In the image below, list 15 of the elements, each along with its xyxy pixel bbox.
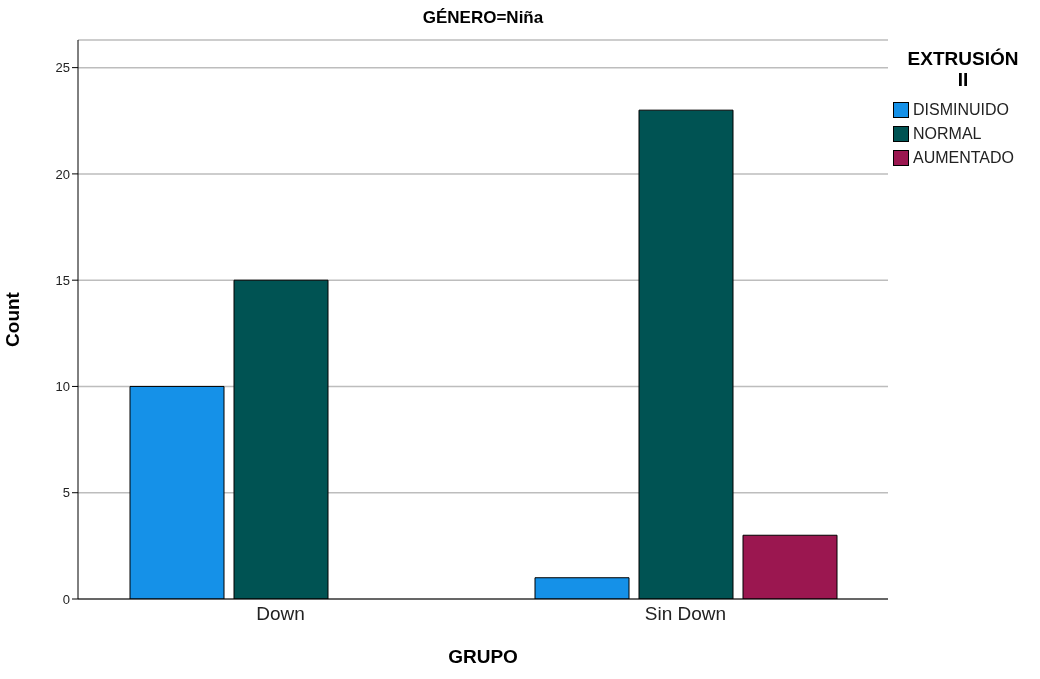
y-tick-label: 15	[55, 272, 70, 288]
chart-title: GÉNERO=Niña	[421, 8, 545, 28]
y-axis-title: Count	[1, 291, 23, 347]
x-axis-title: GRUPO	[448, 646, 518, 667]
y-tick-label: 5	[62, 485, 70, 501]
y-tick-label: 25	[55, 60, 70, 76]
legend-label: DISMINUIDO	[913, 101, 1009, 119]
legend-title: EXTRUSIÓN II	[906, 48, 1020, 90]
x-tick-label: Down	[256, 603, 305, 625]
y-tick-label: 0	[62, 591, 70, 607]
y-tick-label: 10	[55, 379, 70, 395]
x-tick-label: Sin Down	[644, 603, 727, 625]
y-tick-label: 20	[55, 166, 70, 182]
legend-label: NORMAL	[913, 125, 982, 143]
legend-label: AUMENTADO	[913, 149, 1015, 167]
